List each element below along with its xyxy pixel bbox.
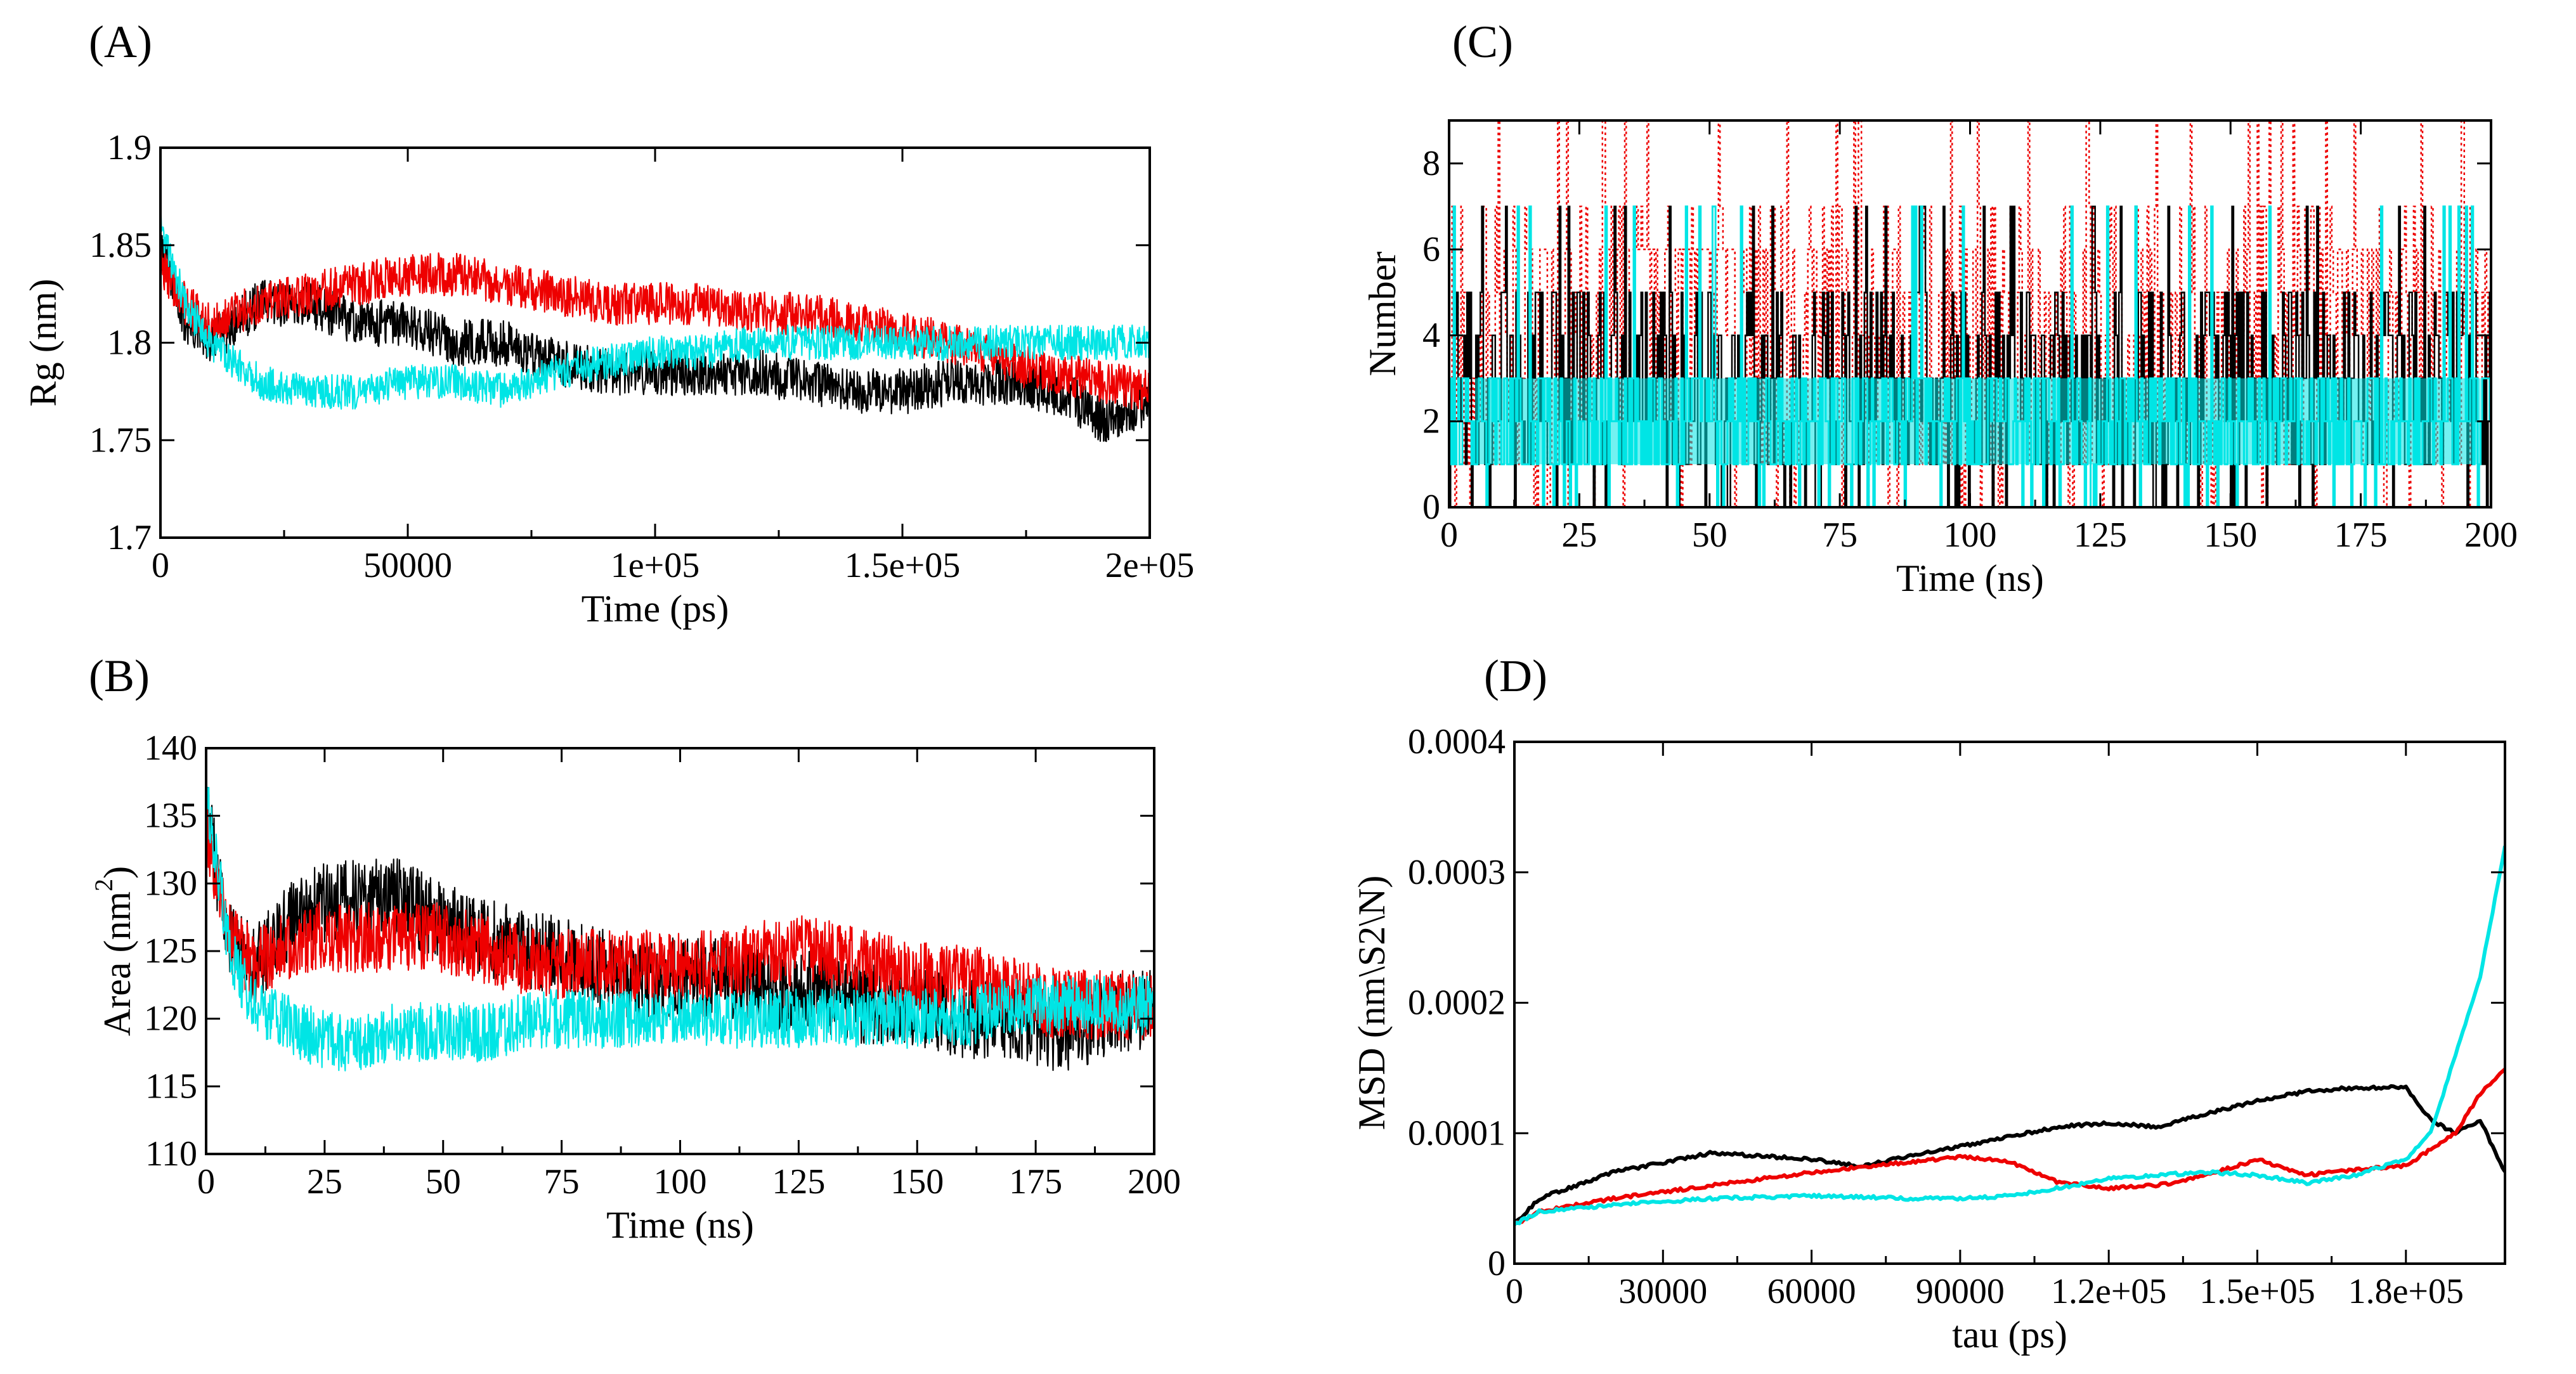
- y-axis-title-superscript: 2: [89, 879, 118, 891]
- series-cyan: [1514, 845, 2505, 1226]
- x-tick-label: 1.5e+05: [845, 546, 960, 585]
- x-axis-title: Time (ns): [606, 1204, 754, 1246]
- chart-panel-d: 0 30000 60000 90000 1.2e+05 1.5e+05 1.8e+05 0 0.…: [1351, 651, 2506, 1356]
- panel-label-a: (A): [89, 16, 152, 67]
- x-tick-label: 1e+05: [611, 546, 699, 585]
- x-tick-label: 1.5e+05: [2199, 1272, 2315, 1311]
- y-tick-label: 0.0002: [1408, 983, 1506, 1023]
- series-cyan: [206, 786, 1154, 1072]
- x-tick-label: 60000: [1767, 1272, 1856, 1311]
- y-tick-label: 130: [144, 864, 197, 903]
- y-axis-title-suffix: ): [96, 866, 138, 879]
- panel-label-b: (B): [89, 651, 150, 701]
- x-tick-label: 50: [1692, 515, 1727, 555]
- chart-panel-a: 0 50000 1e+05 1.5e+05 2e+05 1.7 1.75 1.8 1.85 1.9…: [22, 16, 1194, 630]
- y-axis-title: MSD (nm\S2\N): [1351, 876, 1393, 1131]
- x-tick-label: 0: [1506, 1272, 1523, 1311]
- x-tick-label: 50000: [363, 546, 452, 585]
- panel-label-c: (C): [1452, 16, 1513, 67]
- x-axis-title: Time (ns): [1896, 557, 2044, 599]
- y-axis-title: Rg (nm): [22, 279, 64, 407]
- y-tick-label: 0.0004: [1408, 722, 1506, 762]
- y-tick-label: 120: [144, 999, 197, 1039]
- y-tick-label: 6: [1422, 230, 1440, 269]
- panel-label-d: (D): [1484, 651, 1547, 701]
- x-tick-label: 100: [1944, 515, 1997, 555]
- y-tick-label: 2: [1422, 401, 1440, 441]
- chart-panel-b: 0 25 50 75 100 125 150 175 200 110 115 120 125 130 135…: [89, 651, 1181, 1246]
- x-tick-label: 175: [2334, 515, 2388, 555]
- x-tick-label: 2e+05: [1105, 546, 1194, 585]
- y-tick-label: 0: [1488, 1244, 1506, 1283]
- y-tick-label: 125: [144, 931, 197, 971]
- x-tick-label: 25: [307, 1162, 342, 1202]
- series-red: [1514, 1067, 2505, 1226]
- y-tick-label: 1.75: [89, 420, 152, 460]
- series-red: [1449, 120, 2491, 507]
- chart-panel-c: 0 25 50 75 100 125 150 175 200 0 2 4 6 8 Time (ns) Numb…: [1362, 16, 2518, 599]
- x-tick-label: 175: [1009, 1162, 1062, 1202]
- series-cyan-band: [1475, 378, 2481, 465]
- x-tick-label: 100: [654, 1162, 707, 1202]
- y-tick-label: 4: [1422, 316, 1440, 355]
- y-tick-label: 135: [144, 796, 197, 836]
- x-tick-label: 1.8e+05: [2348, 1272, 2464, 1311]
- x-tick-label: 200: [2464, 515, 2518, 555]
- x-tick-label: 1.2e+05: [2051, 1272, 2166, 1311]
- x-tick-label: 0: [197, 1162, 215, 1202]
- x-axis-title: tau (ps): [1952, 1314, 2067, 1356]
- series-black: [1514, 1084, 2505, 1226]
- x-tick-label: 150: [890, 1162, 944, 1202]
- plot-area: [206, 786, 1154, 1072]
- x-tick-label: 125: [772, 1162, 825, 1202]
- x-tick-label: 125: [2074, 515, 2127, 555]
- y-tick-label: 1.85: [89, 226, 152, 265]
- plot-area: [160, 214, 1150, 443]
- x-tick-label: 75: [544, 1162, 580, 1202]
- y-tick-label: 0: [1422, 488, 1440, 527]
- x-tick-label: 30000: [1618, 1272, 1707, 1311]
- y-tick-label: 0.0001: [1408, 1113, 1506, 1153]
- x-tick-label: 200: [1128, 1162, 1181, 1202]
- y-tick-label: 1.7: [107, 518, 152, 557]
- x-tick-label: 0: [1440, 515, 1458, 555]
- plot-area: [1449, 120, 2491, 507]
- y-tick-label: 110: [145, 1134, 197, 1174]
- y-axis-title: Area (nm2): [89, 866, 138, 1036]
- series-cyan: [160, 214, 1150, 410]
- y-tick-label: 1.8: [107, 323, 152, 363]
- x-tick-label: 150: [2204, 515, 2257, 555]
- y-axis-title: Number: [1362, 252, 1403, 377]
- y-tick-label: 140: [144, 729, 197, 768]
- x-tick-label: 50: [426, 1162, 461, 1202]
- x-tick-label: 25: [1561, 515, 1597, 555]
- plot-area: [1514, 845, 2505, 1226]
- x-tick-label: 75: [1822, 515, 1857, 555]
- y-tick-label: 8: [1422, 144, 1440, 183]
- x-tick-label: 0: [152, 546, 169, 585]
- x-tick-label: 90000: [1916, 1272, 2005, 1311]
- x-axis-title: Time (ps): [582, 588, 729, 630]
- y-tick-label: 115: [145, 1066, 197, 1106]
- y-tick-label: 0.0003: [1408, 853, 1506, 892]
- y-tick-label: 1.9: [107, 128, 152, 167]
